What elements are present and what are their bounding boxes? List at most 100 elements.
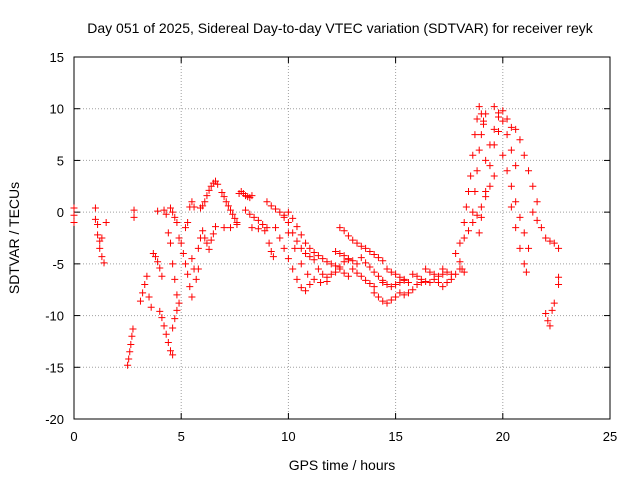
data-point: [422, 277, 430, 285]
data-point: [254, 216, 262, 224]
data-point: [362, 244, 370, 252]
data-point: [490, 125, 498, 133]
data-point: [349, 236, 357, 244]
data-point: [160, 322, 168, 330]
data-point: [248, 224, 256, 232]
data-point: [154, 207, 162, 215]
data-point: [366, 280, 374, 288]
data-point: [503, 131, 511, 139]
data-point: [460, 268, 468, 276]
data-point: [370, 283, 378, 291]
x-tick-label: 25: [603, 429, 617, 444]
data-point: [400, 291, 408, 299]
data-point: [409, 270, 417, 278]
data-point: [460, 234, 468, 242]
data-point: [456, 239, 464, 247]
data-point: [520, 260, 528, 268]
data-point: [190, 203, 198, 211]
axis-ticks: 0 5 10 15 20 25 -20 -15 -10 -5 0 5 10 15: [45, 50, 617, 444]
data-point: [151, 253, 159, 261]
data-point: [284, 255, 292, 263]
data-point: [332, 262, 340, 270]
x-tick-label: 15: [388, 429, 402, 444]
data-point: [171, 213, 179, 221]
data-point: [323, 258, 331, 266]
data-point: [160, 206, 168, 214]
data-point: [469, 208, 477, 216]
data-point: [495, 109, 503, 117]
data-point: [94, 221, 102, 229]
data-point: [177, 239, 185, 247]
data-point: [477, 213, 485, 221]
data-point: [434, 272, 442, 280]
data-point: [102, 218, 110, 226]
data-point: [400, 276, 408, 284]
data-point: [370, 289, 378, 297]
data-point: [94, 231, 102, 239]
data-point: [464, 187, 472, 195]
data-point: [439, 283, 447, 291]
data-point: [284, 229, 292, 237]
data-point: [184, 218, 192, 226]
data-point: [471, 187, 479, 195]
data-point: [471, 131, 479, 139]
data-point: [201, 198, 209, 206]
data-point: [297, 284, 305, 292]
data-point: [529, 182, 537, 190]
data-point: [404, 289, 412, 297]
plot-frame: [73, 56, 611, 420]
data-point: [233, 221, 241, 229]
data-point: [128, 332, 136, 340]
data-point: [434, 278, 442, 286]
data-point: [130, 213, 138, 221]
data-point: [544, 317, 552, 325]
data-point: [340, 227, 348, 235]
data-point: [464, 227, 472, 235]
data-point: [486, 141, 494, 149]
data-point: [91, 215, 99, 223]
data-point: [512, 162, 520, 170]
data-point: [289, 265, 297, 273]
data-point: [124, 361, 132, 369]
data-point: [516, 136, 524, 144]
data-point: [98, 253, 106, 261]
data-point: [267, 247, 275, 255]
data-point: [482, 187, 490, 195]
data-point: [265, 239, 273, 247]
data-point: [317, 278, 325, 286]
data-point: [302, 287, 310, 295]
data-point: [246, 210, 254, 218]
data-point: [452, 270, 460, 278]
y-tick-label: -10: [45, 309, 64, 324]
data-point: [164, 338, 172, 346]
data-point: [293, 237, 301, 245]
data-points: [70, 103, 563, 369]
data-point: [272, 224, 280, 232]
data-point: [220, 224, 228, 232]
data-point: [227, 206, 235, 214]
data-point: [353, 239, 361, 247]
data-point: [542, 310, 550, 318]
data-point: [503, 167, 511, 175]
data-point: [475, 103, 483, 111]
data-point: [422, 265, 430, 273]
data-point: [173, 306, 181, 314]
data-point: [314, 252, 322, 260]
data-point: [126, 348, 134, 356]
data-point: [529, 208, 537, 216]
data-point: [503, 115, 511, 123]
data-point: [507, 146, 515, 154]
data-point: [379, 297, 387, 305]
data-point: [370, 268, 378, 276]
data-point: [242, 206, 250, 214]
data-point: [229, 210, 237, 218]
data-point: [462, 203, 470, 211]
data-point: [409, 286, 417, 294]
data-point: [332, 268, 340, 276]
data-point: [546, 322, 554, 330]
data-point: [205, 186, 213, 194]
data-point: [366, 247, 374, 255]
y-tick-label: 0: [57, 205, 64, 220]
data-point: [327, 260, 335, 268]
